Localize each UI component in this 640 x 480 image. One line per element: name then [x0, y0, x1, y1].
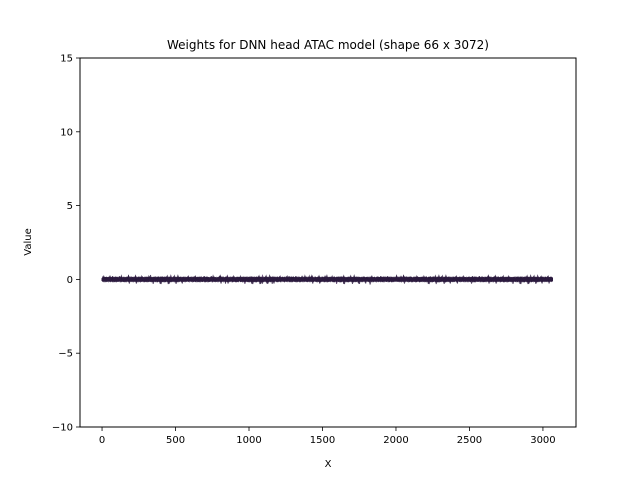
x-tick-label: 1000 [236, 435, 261, 446]
y-tick-label: 10 [60, 127, 73, 138]
x-axis-label: X [325, 459, 332, 470]
x-tick-label: 0 [99, 435, 105, 446]
x-tick-label: 2000 [383, 435, 408, 446]
y-tick-label: −10 [52, 423, 73, 434]
y-tick-label: 0 [67, 275, 73, 286]
plot-area [101, 274, 554, 285]
x-tick-label: 1500 [310, 435, 335, 446]
y-axis-label: Value [23, 228, 34, 255]
x-tick-label: 3000 [530, 435, 555, 446]
plot-frame [79, 57, 577, 428]
chart-title: Weights for DNN head ATAC model (shape 6… [167, 38, 489, 52]
y-tick-label: −5 [58, 349, 73, 360]
y-axis: −10 −5 0 5 10 15 [52, 54, 80, 434]
x-tick-label: 2500 [457, 435, 482, 446]
y-tick-label: 5 [67, 201, 73, 212]
x-axis: 0 500 1000 1500 2000 2500 3000 [99, 427, 556, 446]
y-tick-label: 15 [60, 54, 73, 65]
x-tick-label: 500 [166, 435, 185, 446]
weight-series-line [101, 274, 553, 283]
